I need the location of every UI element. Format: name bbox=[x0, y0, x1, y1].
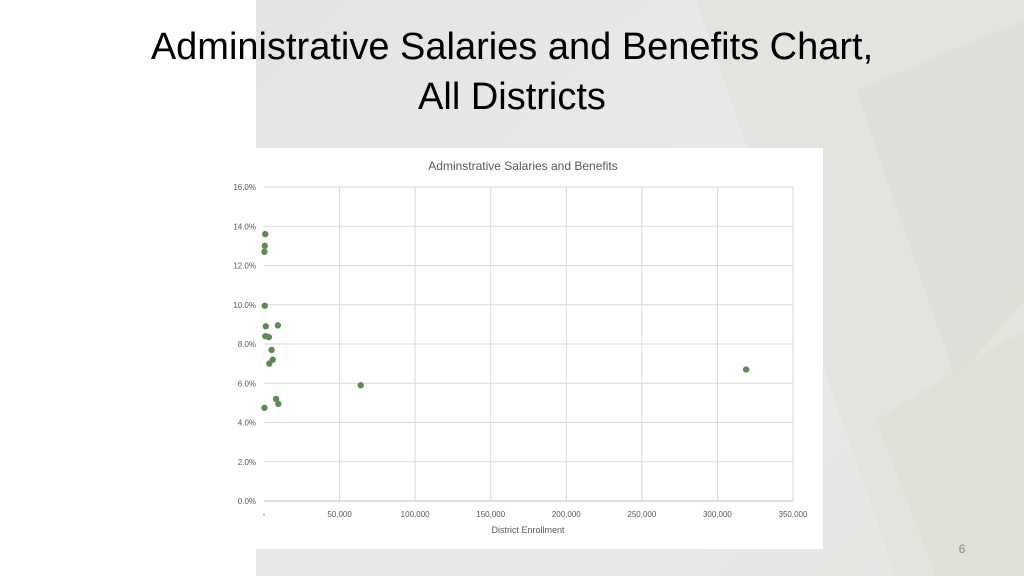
scatter-point bbox=[262, 323, 270, 330]
scatter-point bbox=[272, 395, 280, 403]
slide-title-line-2: All Districts bbox=[418, 76, 606, 118]
y-tick-label: 16.0% bbox=[233, 183, 256, 192]
scatter-point bbox=[274, 322, 282, 329]
x-tick-label: 50,000 bbox=[327, 510, 352, 519]
scatter-point bbox=[265, 333, 273, 341]
scatter-point bbox=[261, 404, 268, 411]
scatter-point bbox=[357, 382, 364, 389]
chart-container: Adminstrative Salaries and Benefits 0.0%… bbox=[233, 148, 823, 549]
y-tick-label: 12.0% bbox=[233, 262, 256, 271]
x-tick-label: 350,000 bbox=[779, 510, 808, 519]
slide-title: Administrative Salaries and Benefits Cha… bbox=[0, 22, 1024, 122]
scatter-point bbox=[261, 302, 268, 309]
scatter-point bbox=[266, 360, 273, 367]
x-tick-label: 250,000 bbox=[627, 510, 656, 519]
y-tick-label: 10.0% bbox=[233, 301, 256, 310]
background-decoration bbox=[696, 0, 1024, 576]
y-tick-label: 0.0% bbox=[238, 497, 256, 506]
y-tick-label: 4.0% bbox=[238, 419, 256, 428]
chart-title: Adminstrative Salaries and Benefits bbox=[428, 159, 617, 173]
x-tick-label: 200,000 bbox=[552, 510, 581, 519]
x-tick-label: 100,000 bbox=[401, 510, 430, 519]
scatter-point bbox=[261, 248, 268, 255]
y-tick-label: 8.0% bbox=[238, 340, 256, 349]
scatter-point bbox=[275, 400, 282, 408]
grid-lines bbox=[264, 186, 794, 501]
x-axis-ticks: - 50,000 100,000 150,000 200,000 250,000 300,0… bbox=[263, 510, 808, 519]
scatter-chart: Adminstrative Salaries and Benefits 0.0%… bbox=[233, 159, 808, 535]
slide-title-line-1: Administrative Salaries and Benefits Cha… bbox=[150, 26, 874, 68]
scatter-point bbox=[268, 346, 275, 354]
scatter-point bbox=[261, 242, 268, 250]
x-tick-label: 150,000 bbox=[476, 510, 505, 519]
scatter-point bbox=[742, 366, 750, 373]
page-number: 6 bbox=[958, 542, 966, 556]
scatter-point bbox=[262, 230, 269, 238]
data-points bbox=[261, 230, 750, 411]
x-axis-label: District Enrollment bbox=[491, 525, 565, 535]
x-tick-label: 300,000 bbox=[703, 510, 732, 519]
y-axis-ticks: 0.0% 2.0% 4.0% 6.0% 8.0% 10.0% 12.0% 14.0% 16.0% bbox=[233, 183, 256, 506]
y-tick-label: 14.0% bbox=[233, 222, 256, 231]
y-tick-label: 2.0% bbox=[238, 458, 256, 467]
y-tick-label: 6.0% bbox=[238, 379, 256, 388]
x-tick-label: - bbox=[263, 510, 266, 519]
